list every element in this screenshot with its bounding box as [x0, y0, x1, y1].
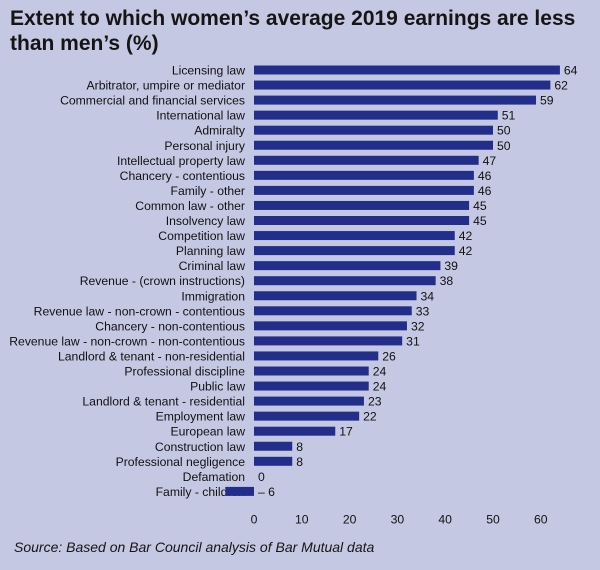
source-note: Source: Based on Bar Council analysis of… [14, 539, 375, 555]
category-label: Personal injury [164, 139, 246, 153]
data-label: 17 [339, 425, 353, 439]
bar-11 [254, 216, 470, 225]
data-label: 39 [444, 259, 458, 273]
data-label: 51 [502, 109, 516, 123]
data-label: 24 [373, 380, 387, 394]
x-tick-label: 50 [486, 512, 500, 526]
category-label: European law [170, 425, 245, 439]
bar-17 [254, 306, 412, 316]
x-tick-label: 0 [251, 512, 258, 526]
data-label: 24 [373, 365, 387, 379]
category-label: Defamation [183, 470, 245, 484]
data-label: 46 [478, 169, 492, 183]
category-label: Public law [190, 380, 245, 394]
x-tick-label: 10 [295, 512, 309, 526]
bar-26 [254, 441, 293, 451]
bar-22 [254, 381, 369, 391]
bar-27 [254, 456, 293, 466]
bar-13 [254, 246, 455, 256]
category-label: Family - other [171, 184, 246, 198]
data-label: 45 [473, 199, 487, 213]
bar-6 [254, 140, 493, 150]
category-label: Chancery - contentious [120, 169, 245, 183]
bar-1 [254, 65, 560, 75]
category-label: Landlord & tenant - non-residential [58, 349, 245, 363]
bar-16 [254, 291, 417, 301]
category-label: Admiralty [194, 124, 246, 138]
bar-4 [254, 110, 498, 120]
data-label: 45 [473, 214, 487, 228]
data-label: 42 [459, 244, 473, 258]
category-label: Revenue law - non-crown - non-contentiou… [9, 334, 245, 348]
bar-24 [254, 411, 360, 421]
data-label: 62 [554, 79, 568, 93]
data-label: – 6 [258, 485, 275, 499]
bar-3 [254, 95, 537, 105]
x-tick-label: 20 [343, 512, 357, 526]
data-label: 50 [497, 139, 511, 153]
bar-23 [254, 396, 364, 406]
data-label: 32 [411, 319, 425, 333]
category-label: Planning law [176, 244, 245, 258]
category-label: Criminal law [179, 259, 246, 273]
category-label: Employment law [156, 410, 246, 424]
bar-2 [254, 80, 551, 90]
category-label: Common law - other [135, 199, 245, 213]
category-label: Construction law [155, 440, 245, 454]
data-label: 22 [363, 410, 377, 424]
x-tick-label: 30 [391, 512, 405, 526]
bar-18 [254, 321, 407, 331]
data-label: 8 [296, 455, 303, 469]
data-label: 8 [296, 440, 303, 454]
data-label: 23 [368, 395, 382, 409]
bar-10 [254, 200, 470, 210]
category-label: Immigration [181, 289, 245, 303]
category-label: Insolvency law [166, 214, 245, 228]
bar-7 [254, 155, 479, 165]
bar-8 [254, 170, 474, 180]
data-label: 33 [416, 304, 430, 318]
bar-19 [254, 336, 403, 346]
data-label: 50 [497, 124, 511, 138]
data-label: 31 [406, 334, 420, 348]
data-label: 47 [483, 154, 497, 168]
category-label: Competition law [158, 229, 245, 243]
bar-15 [254, 276, 436, 286]
bar-29 [225, 486, 254, 496]
category-label: Intellectual property law [117, 154, 245, 168]
data-label: 34 [421, 289, 435, 303]
x-tick-label: 60 [534, 512, 548, 526]
data-label: 59 [540, 94, 554, 108]
bar-21 [254, 366, 369, 376]
category-label: Commercial and financial services [60, 94, 245, 108]
chart-title: Extent to which women’s average 2019 ear… [10, 7, 576, 55]
category-label: Revenue law - non-crown - contentious [34, 304, 245, 318]
data-label: 46 [478, 184, 492, 198]
bar-14 [254, 261, 441, 271]
bar-20 [254, 351, 379, 361]
category-label: Licensing law [172, 64, 245, 78]
category-label: Professional negligence [116, 455, 246, 469]
bar-9 [254, 185, 474, 195]
bar-5 [254, 125, 493, 135]
data-label: 64 [564, 64, 578, 78]
data-label: 0 [258, 470, 265, 484]
category-label: International law [156, 109, 245, 123]
category-label: Professional discipline [124, 365, 245, 379]
data-label: 38 [440, 274, 454, 288]
x-tick-label: 40 [438, 512, 452, 526]
bar-25 [254, 426, 336, 436]
category-label: Family - children [156, 485, 245, 499]
category-label: Arbitrator, umpire or mediator [87, 79, 246, 93]
category-label: Chancery - non-contentious [95, 319, 245, 333]
data-label: 26 [382, 349, 396, 363]
data-label: 42 [459, 229, 473, 243]
bar-12 [254, 231, 455, 241]
category-label: Revenue - (crown instructions) [80, 274, 245, 288]
category-label: Landlord & tenant - residential [82, 395, 245, 409]
